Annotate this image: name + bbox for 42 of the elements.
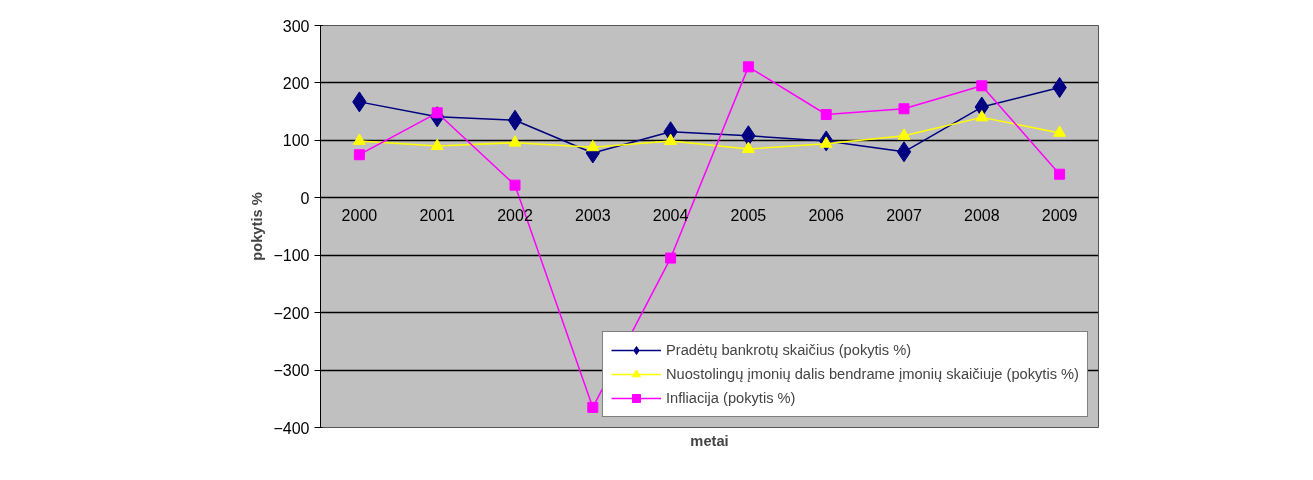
point: [742, 61, 754, 73]
point: [586, 139, 600, 152]
x-tick-label: 2009: [1041, 206, 1078, 224]
point: [508, 135, 522, 147]
point: [430, 138, 444, 151]
legend-label: Infliacija (pokytis %): [665, 390, 797, 406]
x-tick-label: 2000: [341, 206, 378, 224]
point: [509, 179, 521, 191]
point: [898, 103, 910, 115]
point: [352, 133, 366, 145]
x-tick-label: 2006: [808, 206, 845, 224]
x-axis-title: metai: [690, 432, 729, 449]
y-tick-label: −100: [273, 247, 310, 265]
point: [353, 149, 365, 161]
x-tick-label: 2007: [886, 206, 922, 224]
x-tick-label: 2003: [575, 206, 611, 224]
y-tick-label: 300: [282, 17, 310, 35]
point: [665, 252, 677, 264]
x-tick-label: 2005: [730, 206, 767, 224]
y-tick-label: −400: [273, 419, 310, 437]
y-tick-label: 0: [300, 189, 310, 207]
y-tick-label: −200: [273, 304, 310, 322]
y-tick-label: −300: [273, 362, 310, 380]
y-tick-label: 200: [282, 74, 310, 92]
x-tick-label: 2001: [419, 206, 456, 224]
point: [976, 80, 988, 92]
legend-label: Nuostolingų įmonių dalis bendrame įmonių skaičiuje (pokytis %): [665, 366, 1079, 382]
x-tick-label: 2004: [652, 206, 689, 224]
point: [896, 141, 912, 163]
point: [587, 401, 599, 413]
y-tick-label: 100: [282, 132, 310, 150]
point: [741, 141, 755, 153]
y-axis-title: pokytis %: [249, 192, 266, 261]
point: [507, 109, 523, 131]
legend-label: Pradėtų bankrotų skaičius (pokytis %): [665, 342, 913, 358]
point: [820, 109, 832, 121]
x-tick-label: 2008: [964, 206, 1000, 224]
point: [1054, 168, 1066, 180]
point: [897, 128, 911, 140]
point: [664, 133, 678, 145]
point: [975, 109, 989, 122]
point: [1053, 125, 1067, 137]
